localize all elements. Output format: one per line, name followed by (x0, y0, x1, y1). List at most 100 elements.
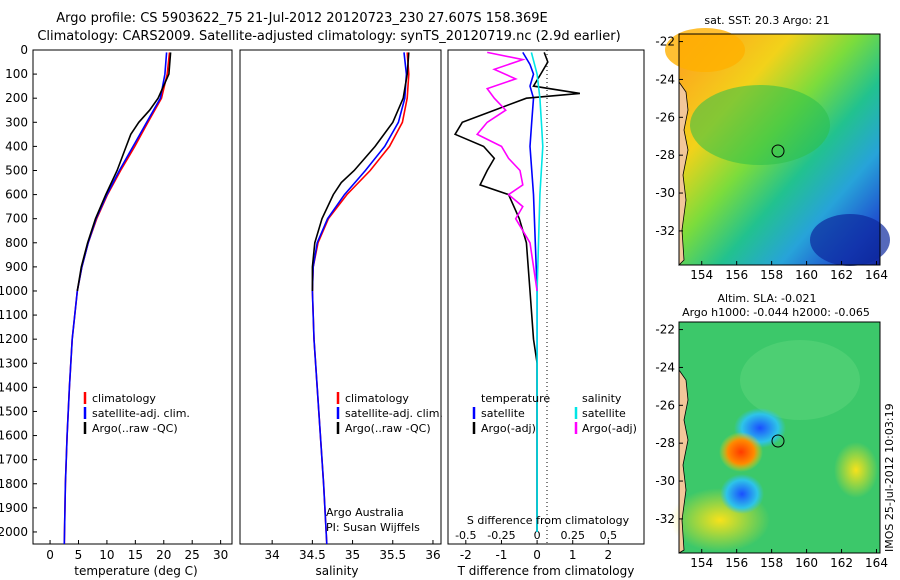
x2-tick-label: 0.5 (600, 529, 618, 542)
legend-label-climatology: climatology (92, 392, 156, 405)
sst-map-frame (678, 33, 881, 266)
lon-tick-label: 158 (760, 268, 783, 282)
x-tick-label: 2 (605, 548, 613, 562)
x2-tick-label: -0.5 (455, 529, 476, 542)
lat-tick-label: -30 (655, 186, 675, 200)
sla-latitude-axis: -22 -24 -26 -28 -30 -32 (655, 323, 683, 526)
depth-tick-label: 400 (5, 139, 28, 153)
salinity-axis-label: salinity (315, 564, 358, 578)
depth-tick-label: 0 (20, 43, 28, 57)
salinity-line-climatology (311, 52, 410, 545)
sla-high-eddy (719, 432, 763, 472)
temperature-difference-axis: -2 -1 0 1 2 (460, 540, 612, 562)
salinity-line-satellite-adj-clim (311, 52, 408, 545)
legend-heading-temperature: temperature (481, 392, 550, 405)
depth-tick-label: 100 (5, 67, 28, 81)
salinity-panel: 34 34.5 35 35.5 36 salinity climatology sate… (239, 49, 443, 578)
figure-title-line2: Climatology: CARS2009. Satellite-adjuste… (37, 29, 620, 44)
x-tick-label: 36 (425, 548, 440, 562)
legend-label-satellite: satellite-adj. clim. (345, 407, 443, 420)
coastline-land (678, 80, 689, 266)
x2-tick-label: 0.25 (560, 529, 585, 542)
sla-yellow-east (834, 442, 878, 498)
lon-tick-label: 162 (830, 268, 853, 282)
legend-label-s-satellite: satellite (582, 407, 626, 420)
salinity-axis: 34 34.5 35 35.5 36 (265, 540, 441, 562)
depth-tick-label: 1900 (0, 501, 28, 515)
sla-green-patch (740, 340, 860, 420)
sst-green-patch (690, 85, 830, 165)
depth-tick-label: 1700 (0, 453, 28, 467)
lon-tick-label: 164 (865, 556, 888, 570)
argo-float-marker (771, 144, 785, 158)
difference-panel: -2 -1 0 1 2 -0.5 -0.25 0 0.25 0.5 S difference f… (447, 49, 645, 578)
temperature-line-climatology (63, 52, 171, 545)
temperature-plot-frame (32, 49, 233, 545)
lat-tick-label: -28 (655, 148, 675, 162)
sst-longitude-axis: 154 156 158 160 162 164 (690, 261, 888, 282)
legend-label-satellite: satellite-adj. clim. (92, 407, 190, 420)
data-provider-label: Argo Australia (326, 506, 404, 519)
lon-tick-label: 156 (725, 556, 748, 570)
x-tick-label: 10 (99, 548, 114, 562)
temperature-panel: 0100200300400500600700800900100011001200… (0, 43, 233, 578)
lat-tick-label: -30 (655, 474, 675, 488)
lat-tick-label: -24 (655, 72, 675, 86)
salinity-difference-axis: -0.5 -0.25 0 0.25 0.5 (455, 529, 617, 542)
x2-tick-label: 0 (534, 529, 541, 542)
x2-tick-label: -0.25 (487, 529, 515, 542)
lat-tick-label: -24 (655, 360, 675, 374)
difference-plot-frame (447, 49, 645, 545)
depth-tick-label: 500 (5, 163, 28, 177)
temperature-axis-label: temperature (deg C) (74, 564, 197, 578)
salinity-plot-frame (239, 49, 442, 545)
sst-cold-patch (810, 214, 890, 266)
sla-map-title-line2: Argo h1000: -0.044 h2000: -0.065 (682, 306, 870, 319)
imos-timestamp-stamp: IMOS 25-Jul-2012 10:03:19 (883, 403, 896, 552)
depth-tick-label: 800 (5, 236, 28, 250)
x-tick-label: 35 (345, 548, 360, 562)
salinity-legend: climatology satellite-adj. clim. Argo(..… (336, 392, 443, 435)
depth-tick-label: 1600 (0, 429, 28, 443)
x-tick-label: 25 (185, 548, 200, 562)
x-tick-label: -2 (460, 548, 472, 562)
lat-tick-label: -32 (655, 224, 675, 238)
x-tick-label: 34.5 (299, 548, 326, 562)
x-tick-label: 34 (265, 548, 280, 562)
depth-tick-label: 700 (5, 212, 28, 226)
lon-tick-label: 158 (760, 556, 783, 570)
lon-tick-label: 156 (725, 268, 748, 282)
depth-tick-label: 2000 (0, 525, 28, 539)
difference-line-s-satellite (530, 52, 544, 532)
depth-tick-label: 1100 (0, 308, 28, 322)
sla-low-eddy (720, 474, 764, 514)
temperature-series (63, 52, 172, 545)
depth-axis: 0 100 200 300 400 500 600 700 800 900 1000 1100 1200… (0, 43, 37, 539)
x-tick-label: 1 (569, 548, 577, 562)
legend-label-t-argo: Argo(-adj) (481, 422, 536, 435)
x-tick-label: 35.5 (379, 548, 406, 562)
difference-line-t-argo-adj- (453, 52, 581, 532)
x-tick-label: 0 (533, 548, 541, 562)
legend-label-climatology: climatology (345, 392, 409, 405)
principal-investigator-label: PI: Susan Wijffels (326, 521, 420, 534)
lat-tick-label: -32 (655, 512, 675, 526)
salinity-difference-axis-label: S difference from climatology (467, 514, 630, 527)
salinity-line-argo-raw-qc (311, 52, 410, 291)
sla-longitude-axis: 154 156 158 160 162 164 (690, 549, 888, 570)
temperature-legend: climatology satellite-adj. clim. Argo(..… (83, 392, 190, 435)
lon-tick-label: 154 (690, 268, 713, 282)
x-tick-label: -1 (495, 548, 507, 562)
lon-tick-label: 154 (690, 556, 713, 570)
legend-heading-salinity: salinity (582, 392, 622, 405)
figure-title-line1: Argo profile: CS 5903622_75 21-Jul-2012 … (56, 11, 547, 26)
lat-tick-label: -28 (655, 436, 675, 450)
depth-tick-label: 1000 (0, 284, 28, 298)
sla-map-title-line1: Altim. SLA: -0.021 (717, 292, 816, 305)
depth-tick-label: 900 (5, 260, 28, 274)
sst-map-title: sat. SST: 20.3 Argo: 21 (704, 14, 829, 27)
sst-latitude-axis: -22 -24 -26 -28 -30 -32 (655, 35, 683, 238)
lon-tick-label: 162 (830, 556, 853, 570)
depth-tick-label: 1300 (0, 356, 28, 370)
